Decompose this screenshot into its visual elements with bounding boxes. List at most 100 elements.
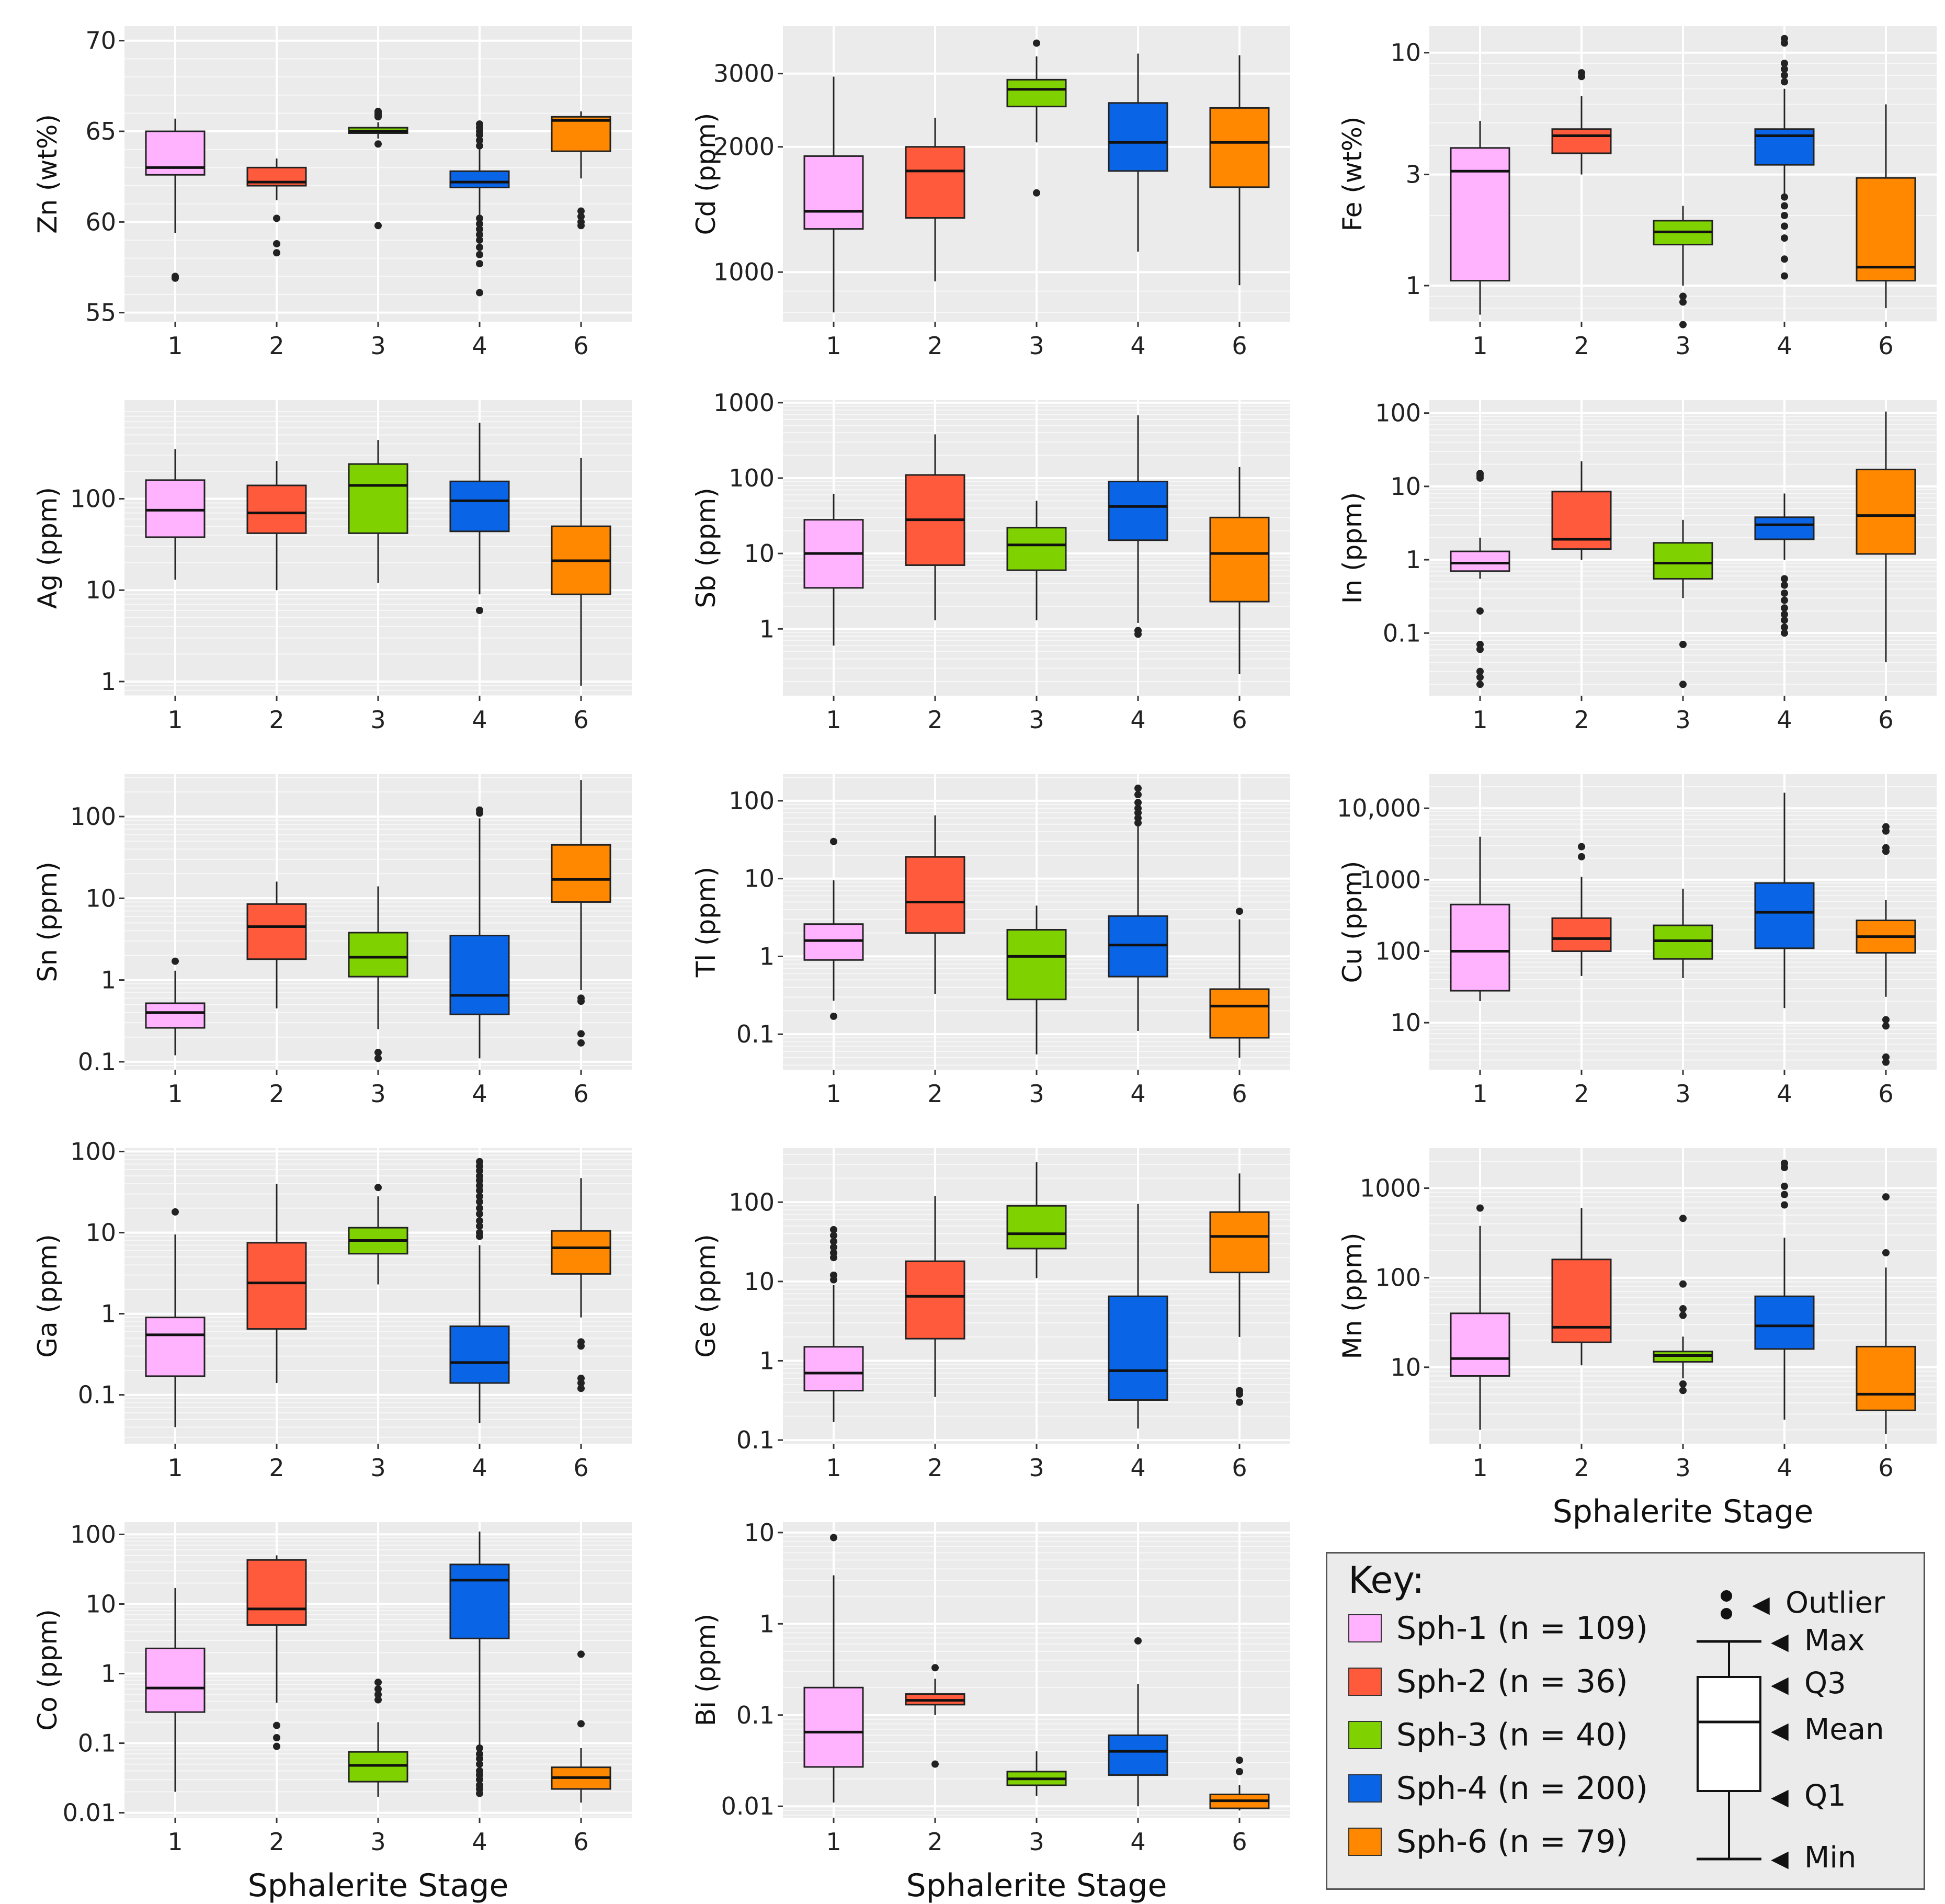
- outlier-point: [476, 251, 483, 258]
- x-tick-label: 6: [1232, 1828, 1247, 1856]
- x-tick-label: 4: [472, 1080, 487, 1108]
- box-stage-2: [1551, 461, 1612, 560]
- box-stage-4: [1754, 1159, 1815, 1420]
- y-axis-label: In (ppm): [1337, 492, 1368, 604]
- box-body: [803, 1686, 864, 1768]
- panel-co: 0.01 0.1 1 10 100 1 2 3 4 6 Co (ppm): [32, 1520, 632, 1856]
- x-tick-label: 3: [370, 332, 385, 360]
- outlier-point: [476, 1776, 483, 1784]
- box-body: [145, 1647, 206, 1713]
- box-stage-4: [1754, 792, 1815, 1008]
- panel-in: 0.1 1 10 100 1 2 3 4 6 In (ppm): [1337, 399, 1937, 734]
- y-tick-label: 1000: [713, 389, 775, 417]
- x-tick-label: 6: [1232, 332, 1247, 360]
- y-tick-label: 60: [85, 208, 116, 236]
- box-stage-2: [246, 461, 307, 591]
- y-tick-label: 100: [1375, 399, 1421, 427]
- box-stage-6: [551, 111, 611, 230]
- outlier-point: [172, 274, 179, 282]
- x-tick-label: 4: [472, 1828, 487, 1856]
- x-axis-title: Sphalerite Stage: [248, 1867, 509, 1904]
- x-tick-label: 4: [472, 706, 487, 734]
- outlier-point: [1476, 1204, 1484, 1212]
- box-body: [1551, 128, 1612, 154]
- box-stage-3: [1006, 501, 1067, 620]
- x-tick-label: 3: [1675, 332, 1690, 360]
- outlier-point: [1781, 272, 1788, 280]
- box-body: [803, 155, 864, 230]
- legend-arrow-icon: ◀: [1771, 1717, 1789, 1744]
- box-stage-1: [1450, 1204, 1510, 1430]
- y-tick-label: 1: [759, 1610, 775, 1638]
- x-tick-label: 3: [1029, 706, 1044, 734]
- x-tick-label: 3: [370, 1454, 385, 1482]
- outlier-point: [1781, 193, 1788, 201]
- outlier-point: [476, 243, 483, 251]
- y-tick-label: 3000: [713, 60, 775, 88]
- box-body: [1006, 78, 1067, 108]
- x-tick-label: 6: [573, 332, 588, 360]
- box-stage-4: [1754, 493, 1815, 637]
- outlier-point: [1134, 799, 1142, 807]
- panel-ga: 0.1 1 10 100 1 2 3 4 6 Ga (ppm): [32, 1137, 632, 1482]
- outlier-point: [1033, 39, 1040, 47]
- outlier-point: [1781, 71, 1788, 79]
- outlier-point: [830, 1254, 837, 1262]
- outlier-point: [1679, 321, 1687, 328]
- x-tick-label: 3: [1029, 1454, 1044, 1482]
- box-stage-2: [1551, 1208, 1612, 1366]
- y-axis-label: Co (ppm): [32, 1609, 63, 1731]
- box-body: [1108, 102, 1168, 172]
- x-tick-label: 3: [1029, 1080, 1044, 1108]
- outlier-point: [1476, 667, 1484, 675]
- outlier-point: [374, 1696, 382, 1704]
- box-stage-4: [449, 120, 510, 297]
- outlier-point: [1679, 641, 1687, 649]
- box-stage-2: [905, 118, 965, 281]
- box-stage-1: [145, 118, 206, 282]
- y-tick-label: 10: [1390, 1353, 1421, 1381]
- box-stage-3: [348, 1679, 408, 1797]
- outlier-point: [1679, 298, 1687, 306]
- panel-ag: 1 10 100 1 2 3 4 6 Ag (ppm): [32, 400, 632, 734]
- y-tick-label: 1: [101, 667, 116, 696]
- outlier-point: [1578, 73, 1585, 81]
- x-tick-label: 2: [269, 1454, 284, 1482]
- y-tick-label: 0.1: [78, 1048, 116, 1076]
- box-body: [246, 1559, 307, 1626]
- outlier-point: [1781, 202, 1788, 210]
- y-axis-label: Cu (ppm): [1337, 861, 1368, 983]
- legend-mean-label: Mean: [1804, 1713, 1884, 1747]
- x-tick-label: 4: [1130, 706, 1145, 734]
- y-tick-label: 0.1: [78, 1729, 116, 1758]
- box-body: [1209, 1211, 1270, 1274]
- y-tick-label: 10: [85, 576, 116, 604]
- box-body: [1209, 516, 1270, 603]
- x-tick-label: 3: [1029, 332, 1044, 360]
- box-body: [449, 1325, 510, 1384]
- x-tick-label: 2: [269, 1080, 284, 1108]
- outlier-point: [1882, 1016, 1890, 1024]
- outlier-point: [1781, 581, 1788, 589]
- outlier-point: [476, 142, 483, 150]
- y-axis-label: Bi (ppm): [691, 1614, 721, 1726]
- box-stage-1: [145, 957, 206, 1056]
- box-stage-3: [1006, 1751, 1067, 1796]
- box-body: [551, 1230, 611, 1275]
- box-body: [246, 1242, 307, 1330]
- x-tick-label: 2: [269, 332, 284, 360]
- key-entry-sph-2: Sph-2 (n = 36): [1348, 1663, 1628, 1700]
- box-stage-4: [449, 1531, 510, 1797]
- y-tick-label: 100: [70, 802, 116, 831]
- outlier-point: [577, 212, 585, 220]
- box-body: [1209, 988, 1270, 1039]
- key-label-sph-2: Sph-2 (n = 36): [1396, 1663, 1628, 1700]
- x-tick-label: 3: [370, 706, 385, 734]
- outlier-point: [1236, 1398, 1243, 1406]
- y-tick-label: 2000: [713, 133, 775, 161]
- box-body: [1450, 147, 1510, 282]
- x-tick-label: 3: [370, 1828, 385, 1856]
- box-body: [1754, 516, 1815, 540]
- x-tick-label: 1: [167, 706, 183, 734]
- box-body: [551, 844, 611, 903]
